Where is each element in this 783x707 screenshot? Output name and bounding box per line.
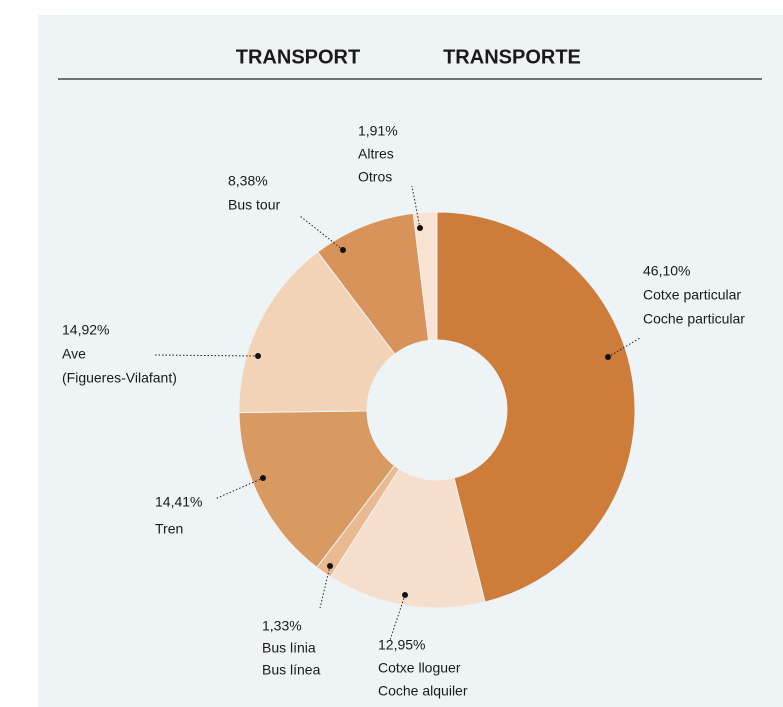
leader-dot bbox=[417, 225, 423, 231]
leader-line bbox=[319, 565, 331, 609]
leader-line bbox=[607, 337, 641, 358]
category-label: Coche particular bbox=[643, 311, 745, 327]
category-label: Ave bbox=[62, 346, 86, 362]
chart-title: TRANSPORTE bbox=[443, 46, 581, 68]
leader-dot bbox=[260, 475, 266, 481]
leader-dot bbox=[605, 354, 611, 360]
value-label: 1,33% bbox=[262, 618, 302, 634]
value-label: 14,41% bbox=[155, 494, 202, 510]
value-label: 1,91% bbox=[358, 123, 398, 139]
category-label: Cotxe particular bbox=[643, 287, 741, 303]
category-label: Tren bbox=[155, 521, 183, 537]
donut-segment bbox=[238, 251, 396, 414]
donut-segment bbox=[412, 211, 438, 342]
category-label: Cotxe lloguer bbox=[378, 660, 461, 676]
value-label: 12,95% bbox=[378, 637, 425, 653]
category-label: Bus línia bbox=[262, 640, 316, 656]
leader-line bbox=[411, 185, 421, 229]
leader-dot bbox=[402, 592, 408, 598]
category-label: Otros bbox=[358, 169, 392, 185]
leader-line bbox=[299, 215, 344, 251]
leader-dot bbox=[255, 353, 261, 359]
leader-dot bbox=[327, 563, 333, 569]
donut-segment bbox=[238, 410, 396, 569]
category-label: Bus tour bbox=[228, 197, 280, 213]
donut-segment bbox=[436, 211, 636, 603]
donut-segment bbox=[329, 468, 486, 609]
value-label: 46,10% bbox=[643, 263, 690, 279]
category-label: (Figueres-Vilafant) bbox=[62, 370, 177, 386]
leader-line bbox=[389, 594, 406, 641]
chart-title: TRANSPORT bbox=[236, 46, 360, 68]
category-label: Bus línea bbox=[262, 662, 321, 678]
category-label: Altres bbox=[358, 146, 394, 162]
value-label: 14,92% bbox=[62, 322, 109, 338]
leader-dot bbox=[340, 247, 346, 253]
value-label: 8,38% bbox=[228, 173, 268, 189]
category-label: Coche alquiler bbox=[378, 683, 468, 699]
